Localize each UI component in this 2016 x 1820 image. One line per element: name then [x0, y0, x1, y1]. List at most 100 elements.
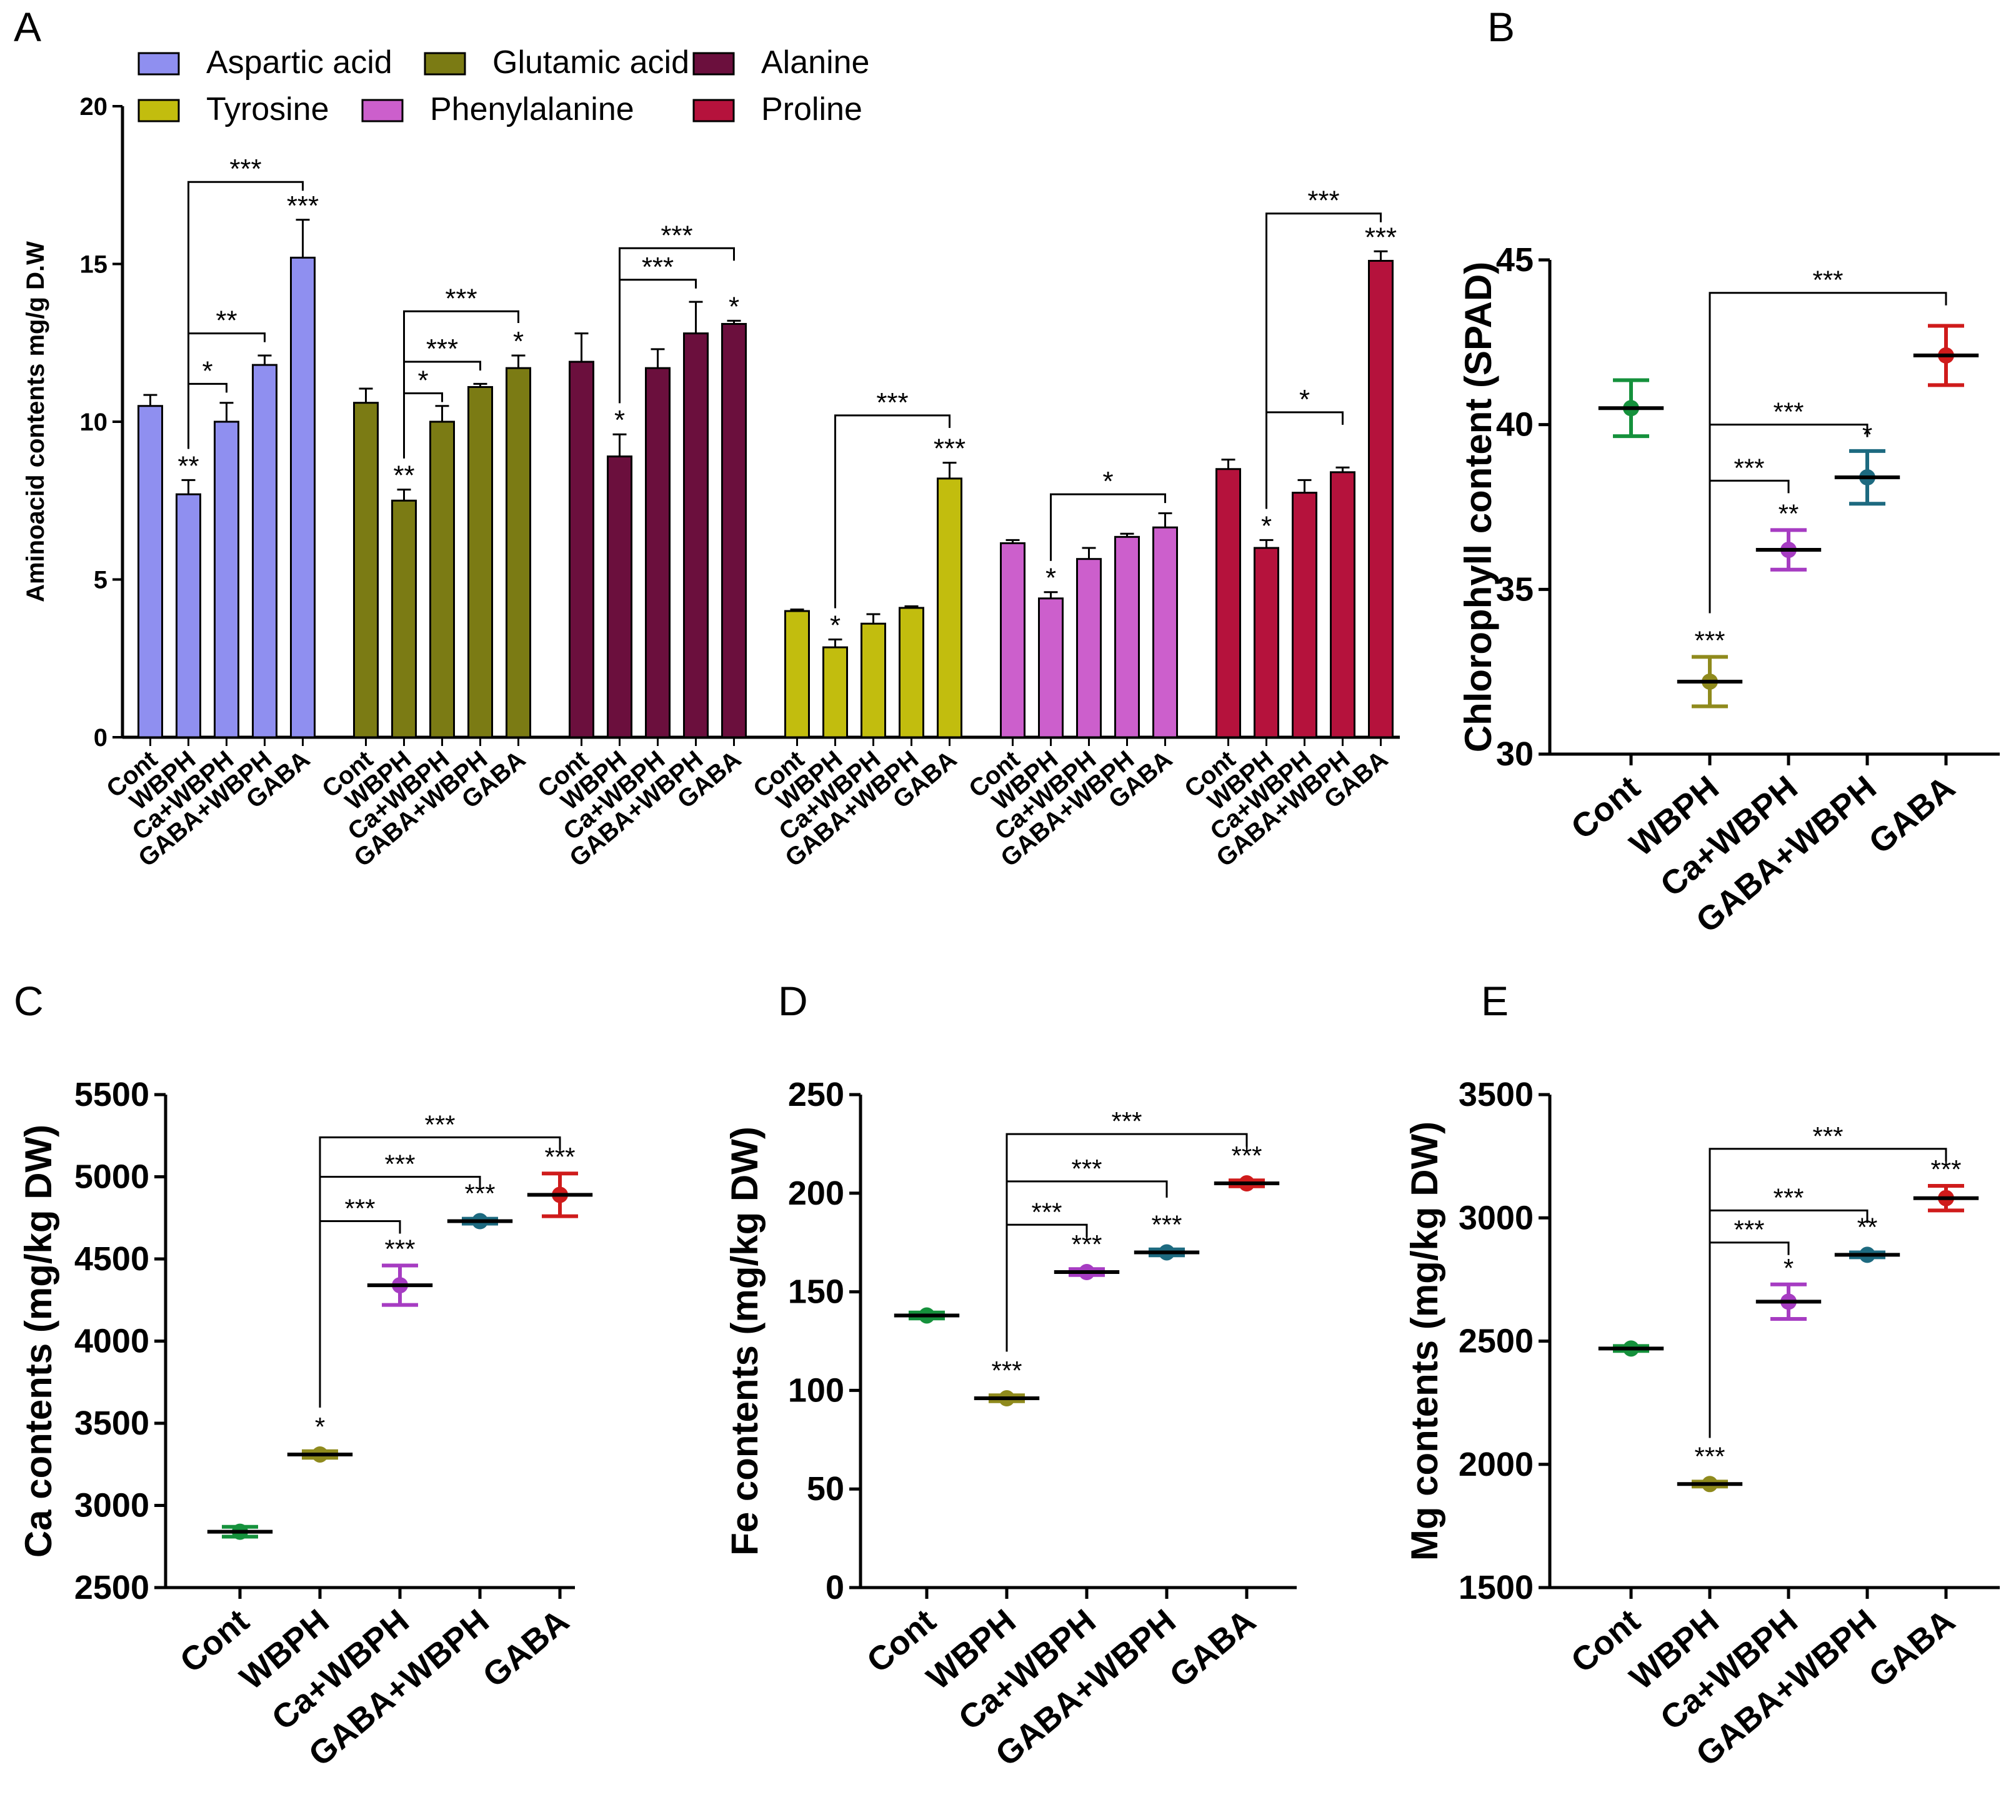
significance-bracket-label: *: [1299, 384, 1310, 415]
significance-bracket-label: ***: [229, 154, 261, 184]
y-tick-label: 3500: [74, 1405, 149, 1442]
legend-swatch: [424, 52, 466, 76]
significance-mark: ***: [384, 1235, 415, 1264]
y-tick-label: 20: [80, 93, 108, 121]
significance-bracket-label: ***: [384, 1150, 415, 1179]
bar-3-0: [784, 610, 810, 738]
y-tick-label: 3500: [1459, 1076, 1534, 1113]
significance-mark: *: [513, 326, 524, 357]
significance-mark: *: [729, 291, 739, 322]
significance-bracket: [1265, 212, 1382, 509]
significance-bracket: [1050, 493, 1166, 561]
significance-bracket: [1709, 1148, 1947, 1438]
bar-3-1: [822, 646, 848, 738]
y-axis-title: Ca contents (mg/kg DW): [17, 1125, 59, 1558]
x-tick-label: GABA: [1862, 768, 1962, 861]
bar-2-4: [721, 322, 747, 738]
significance-mark: *: [1045, 563, 1056, 594]
significance-bracket: [187, 181, 304, 449]
significance-bracket-label: ***: [1307, 186, 1339, 216]
panel-label-a: A: [14, 4, 41, 50]
significance-bracket-label: *: [202, 356, 212, 386]
significance-mark: *: [1784, 1253, 1794, 1283]
significance-bracket-label: ***: [1071, 1154, 1102, 1183]
significance-bracket: [319, 1136, 561, 1408]
significance-mark: **: [177, 450, 199, 481]
significance-bracket-label: ***: [1111, 1106, 1142, 1136]
legend-entry: Glutamic acid: [492, 44, 689, 81]
bar-0-4: [290, 256, 316, 738]
legend-entry: Aspartic acid: [206, 44, 392, 81]
panel-label-d: D: [778, 978, 808, 1024]
y-axis-title: Mg contents (mg/kg DW): [1404, 1121, 1445, 1561]
y-tick-label: 45: [1496, 241, 1534, 279]
significance-bracket-label: ***: [1773, 397, 1804, 427]
y-tick-label: 2000: [1459, 1446, 1534, 1483]
bar-4-1: [1038, 597, 1064, 738]
legend-swatch: [692, 99, 735, 122]
significance-bracket: [1006, 1133, 1248, 1352]
bar-1-2: [429, 420, 455, 738]
bar-1-1: [391, 499, 417, 738]
y-tick-label: 3000: [1459, 1199, 1534, 1236]
bar-5-0: [1215, 468, 1241, 738]
legend-entry: Alanine: [761, 44, 869, 81]
bar-1-3: [467, 385, 493, 738]
bar-5-2: [1292, 492, 1317, 738]
magnesium-chart: 1500 2000 2500 3000 3500 Mg contents (mg/kg D…: [1404, 1076, 2000, 1774]
y-tick-label: 2500: [74, 1569, 149, 1606]
y-tick-label: 35: [1496, 570, 1534, 608]
y-tick-label: 0: [94, 724, 107, 752]
panel-label-b: B: [1487, 4, 1515, 50]
significance-mark: *: [614, 405, 625, 435]
bar-3-4: [937, 477, 962, 738]
significance-bracket: [619, 279, 697, 404]
x-tick-label: GABA: [476, 1602, 576, 1694]
bar-2-3: [683, 332, 709, 738]
calcium-chart: 2500 3000 3500 4000 4500 5000 5500 Ca contents …: [17, 1076, 593, 1774]
significance-mark: **: [393, 460, 414, 491]
amino-acid-bar-chart: 0 5 10 15 20 Aminoacid contents mg/g D.W Aspar…: [22, 44, 1400, 872]
y-tick-label: 1500: [1459, 1569, 1534, 1606]
significance-mark: *: [830, 610, 841, 640]
bar-1-0: [353, 402, 379, 738]
significance-bracket-label: ***: [661, 220, 692, 251]
significance-bracket: [834, 414, 951, 609]
bar-2-2: [645, 367, 671, 738]
y-tick-label: 250: [788, 1076, 844, 1113]
y-tick-label: 200: [788, 1175, 844, 1212]
legend-entry: Phenylalanine: [430, 91, 634, 127]
x-tick-label: GABA: [1162, 1602, 1262, 1694]
significance-bracket-label: ***: [1031, 1197, 1062, 1226]
y-tick-label: 4500: [74, 1240, 149, 1278]
bar-1-4: [506, 367, 531, 738]
bar-3-2: [861, 622, 886, 738]
significance-mark: ***: [1694, 1441, 1725, 1471]
legend-swatch: [692, 52, 735, 76]
y-tick-label: 30: [1496, 735, 1534, 773]
significance-bracket: [319, 1220, 401, 1408]
x-tick-label: GABA: [1862, 1602, 1962, 1694]
bar-3-3: [899, 607, 924, 738]
significance-bracket-label: ***: [876, 387, 908, 418]
y-tick-label: 5500: [74, 1076, 149, 1113]
significance-bracket-label: ***: [1812, 266, 1843, 295]
significance-mark: *: [315, 1412, 325, 1441]
legend-entry: Tyrosine: [206, 91, 329, 127]
y-tick-label: 5000: [74, 1158, 149, 1196]
y-tick-label: 15: [80, 251, 108, 279]
significance-bracket-label: ***: [1734, 453, 1764, 482]
bar-4-2: [1076, 558, 1102, 738]
y-axis-title: Fe contents (mg/kg DW): [724, 1126, 766, 1556]
significance-bracket: [1265, 411, 1344, 509]
y-tick-label: 0: [826, 1569, 844, 1606]
significance-bracket: [1709, 1241, 1790, 1438]
significance-mark: ***: [991, 1356, 1022, 1385]
significance-bracket: [1709, 479, 1790, 614]
y-axis-title: Chlorophyll content (SPAD): [1457, 262, 1499, 753]
significance-bracket-label: *: [417, 365, 428, 396]
significance-bracket-label: ***: [1734, 1215, 1764, 1245]
bar-4-0: [1000, 542, 1025, 738]
